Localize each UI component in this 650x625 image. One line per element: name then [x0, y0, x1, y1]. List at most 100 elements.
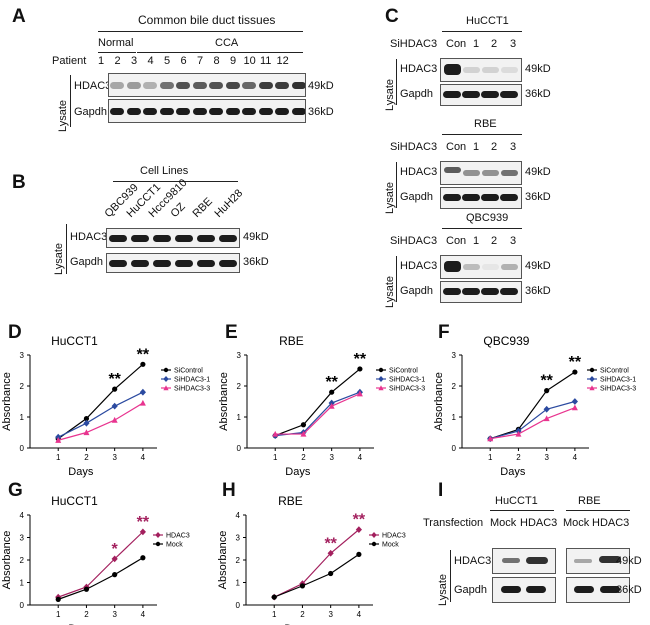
legend-entry: SiHDAC3-3 [389, 386, 425, 393]
panel-label-a: A [12, 6, 26, 27]
lane-label: 2 [491, 235, 498, 247]
series-line [275, 393, 361, 435]
cell-name: HuCCT1 [466, 15, 509, 27]
data-point [328, 570, 334, 577]
legend-entry: SiControl [600, 368, 629, 375]
series-line [275, 368, 361, 437]
data-point [300, 429, 307, 436]
legend-entry: SiControl [389, 368, 418, 375]
x-axis-label: Days [500, 466, 526, 478]
transfection-label: Transfection [423, 517, 484, 529]
size-49kd-c: 49kD [525, 166, 551, 178]
lane-label: 2 [491, 38, 498, 50]
y-tick-label: 1 [20, 579, 25, 588]
data-point [139, 388, 146, 396]
data-point [163, 385, 169, 391]
hdac3-row-label-b: HDAC3 [70, 231, 108, 243]
data-point [328, 402, 335, 409]
band [501, 170, 518, 176]
size-49kd-a: 49kD [308, 80, 334, 92]
legend-entry: SiHDAC3-1 [174, 377, 210, 384]
band [526, 557, 548, 564]
band [126, 82, 141, 89]
lane-label: Con [446, 141, 467, 153]
band [481, 194, 499, 201]
y-tick-label: 0 [20, 444, 25, 453]
band [153, 235, 171, 242]
patient-number: 7 [197, 55, 204, 67]
band [275, 108, 289, 115]
band [444, 261, 461, 272]
y-tick-label: 0 [452, 444, 457, 453]
size-49kd-i: 49kD [616, 555, 642, 567]
lane-label: 1 [473, 235, 480, 247]
chart-1: HuCCT1 0 1 2 3 1 2 3 4 Days Absorbance SiControl SiH… [1, 334, 210, 478]
data-point [515, 426, 522, 432]
series-line [58, 531, 144, 598]
lane-label: 1 [473, 141, 480, 153]
data-point [163, 367, 169, 373]
size-36kd-i: 36kD [616, 584, 642, 596]
data-point [327, 549, 334, 557]
patient-number: 4 [147, 55, 154, 67]
panel-label-e: E [225, 322, 238, 343]
panel-label-f: F [438, 322, 450, 343]
band [197, 260, 215, 267]
chart-title: RBE [279, 334, 304, 348]
lane-label: 3 [510, 235, 517, 247]
x-tick-label: 3 [112, 453, 117, 462]
lysate-label-a: Lysate [57, 99, 69, 132]
cell-lines-title: Cell Lines [140, 165, 189, 177]
band [501, 586, 521, 593]
patient-number: 12 [276, 55, 289, 67]
legend-entry: HDAC3 [166, 533, 190, 540]
data-point [487, 435, 494, 443]
y-tick-label: 1 [20, 413, 25, 422]
significance-marker: ** [353, 512, 366, 529]
y-axis-label: Absorbance [1, 372, 13, 431]
data-point [378, 376, 384, 382]
legend-entry: SiHDAC3-3 [174, 386, 210, 393]
data-point [163, 376, 169, 382]
patient-number: 5 [164, 55, 171, 67]
cca-label: CCA [215, 37, 239, 49]
band [481, 91, 499, 98]
lane-label: Con [446, 235, 467, 247]
data-point [515, 430, 522, 437]
band [143, 108, 157, 115]
lane-hdac3-1: HDAC3 [520, 517, 558, 529]
band [175, 235, 193, 242]
series-line [273, 529, 360, 598]
band [242, 108, 256, 115]
band [192, 82, 207, 89]
panel-label-c: C [385, 6, 399, 27]
data-point [112, 386, 118, 392]
chart-title: HuCCT1 [51, 334, 98, 348]
data-point [111, 416, 118, 423]
band [219, 260, 237, 267]
sihdac3-label: SiHDAC3 [390, 38, 438, 50]
blot-hdac3-i-2 [566, 548, 630, 574]
x-tick-label: 4 [358, 453, 363, 462]
chart-5: RBE012341234DaysAbsorbanceHDAC3Mock**** [217, 494, 406, 625]
lane-mock-1: Mock [490, 517, 517, 529]
x-tick-label: 4 [357, 610, 362, 619]
lane-label: 3 [510, 141, 517, 153]
data-point [515, 427, 522, 435]
band [219, 235, 237, 242]
data-point [487, 435, 494, 442]
band [258, 108, 273, 115]
x-tick-label: 1 [56, 610, 61, 619]
chart-title: QBC939 [483, 334, 529, 348]
band [443, 194, 461, 201]
y-axis-label: Absorbance [217, 531, 229, 590]
data-point [112, 572, 118, 578]
y-tick-label: 0 [237, 444, 242, 453]
data-point [357, 366, 363, 372]
blot-hdac3-c [440, 255, 522, 279]
patient-number: 10 [243, 55, 256, 67]
legend-entry: SiHDAC3-3 [600, 386, 636, 393]
normal-label: Normal [98, 37, 134, 49]
panel-label-g: G [8, 480, 23, 501]
lane-label: 2 [491, 141, 498, 153]
